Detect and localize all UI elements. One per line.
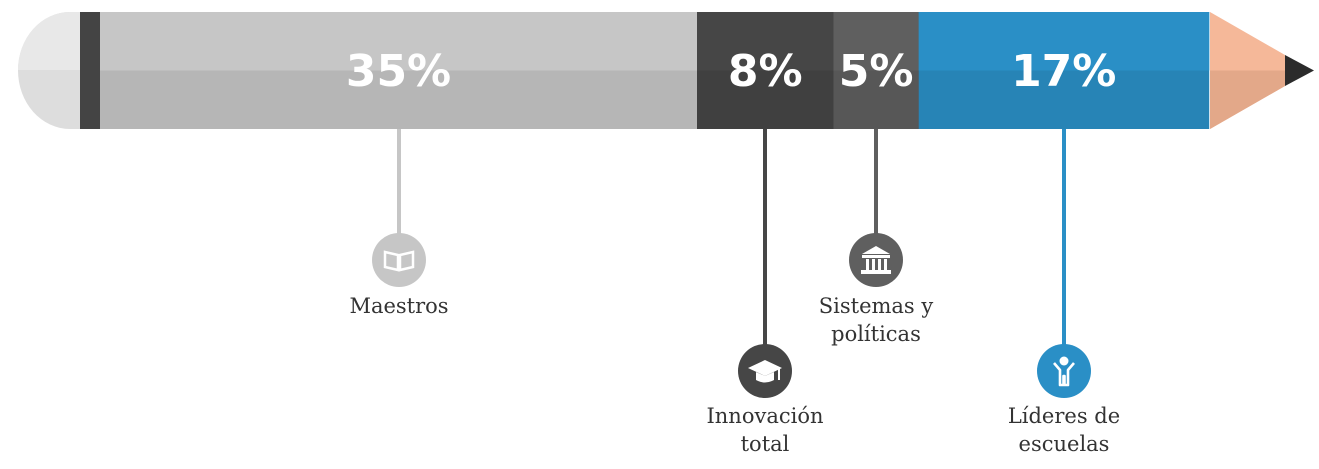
bar-segment-highlight — [918, 12, 1210, 71]
icon-path — [748, 360, 782, 376]
icon-path — [383, 250, 400, 272]
icon-path — [862, 255, 890, 258]
bar-segment-highlight — [697, 12, 834, 71]
pencil-eraser-highlight — [18, 12, 80, 70]
value-label: 35% — [346, 46, 451, 97]
icon-circle — [1037, 344, 1091, 398]
category-label: Maestros — [349, 294, 448, 318]
graduation-cap-icon — [738, 344, 792, 398]
open-book-icon — [372, 233, 426, 287]
icon-path — [862, 246, 890, 254]
value-label: 5% — [839, 46, 914, 97]
icon-path — [1059, 356, 1069, 366]
category-label: políticas — [831, 322, 921, 346]
category-label: Líderes de — [1008, 404, 1120, 428]
annotations: Maestros Innovación total Sistemas y polític… — [349, 129, 1120, 456]
icon-path — [884, 259, 887, 270]
category-label: Sistemas y — [819, 294, 934, 318]
value-label: 8% — [728, 46, 803, 97]
icon-circle — [849, 233, 903, 287]
category-label: total — [741, 432, 790, 456]
person-icon — [1037, 344, 1091, 398]
pencil-lead — [1285, 55, 1314, 86]
icon-path — [1053, 362, 1075, 387]
bar-segment-highlight — [833, 12, 920, 71]
category-label: escuelas — [1019, 432, 1110, 456]
icon-path — [866, 259, 869, 270]
bar-segments: 35% 8% 5% 17% — [100, 12, 1210, 129]
value-label: 17% — [1011, 46, 1116, 97]
icon-path — [861, 270, 891, 274]
icon-path — [398, 250, 415, 272]
pencil-tip-shade — [1210, 70, 1285, 129]
category-label: Innovación — [706, 404, 823, 428]
pencil-ferrule — [80, 12, 100, 129]
icon-path — [878, 259, 881, 270]
bar-segment-highlight — [100, 12, 698, 71]
government-building-icon — [849, 233, 903, 287]
icon-path — [756, 372, 774, 383]
icon-path — [872, 259, 875, 270]
